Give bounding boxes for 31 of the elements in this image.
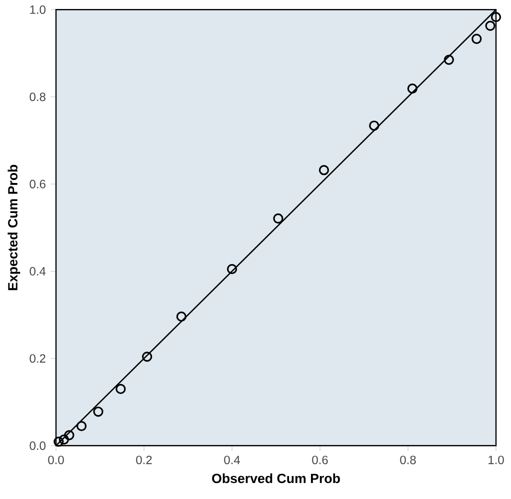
- point: [116, 384, 126, 394]
- x-tick-label: 0.8: [400, 456, 416, 464]
- y-tick-label: 0.2: [30, 354, 46, 363]
- point: [407, 84, 418, 94]
- x-tick-label: 1.0: [488, 456, 504, 464]
- point: [318, 165, 330, 176]
- point: [93, 406, 104, 417]
- y-tick-label: 0.8: [30, 92, 46, 102]
- y-tick-label: 1.0: [30, 5, 46, 14]
- x-tick-label: 0.4: [224, 456, 240, 464]
- point: [58, 434, 69, 445]
- y-tick-label: 0.4: [30, 267, 46, 276]
- point: [176, 312, 186, 322]
- point: [76, 420, 87, 432]
- point: [64, 430, 74, 440]
- point: [54, 436, 64, 447]
- point: [472, 34, 482, 44]
- point: [226, 264, 238, 274]
- x-tick-label: 0.6: [312, 456, 328, 464]
- x-tick-label: 0.2: [136, 456, 152, 464]
- point: [142, 352, 152, 362]
- point: [490, 12, 502, 22]
- y-axis-title: Expected Cum Prob: [8, 164, 20, 290]
- y-tick-label: 0.0: [30, 441, 46, 450]
- x-axis-title: Observed Cum Prob: [212, 473, 340, 484]
- point: [369, 120, 380, 131]
- point: [273, 213, 284, 224]
- x-tick-label: 0.0: [48, 456, 64, 464]
- point: [485, 20, 496, 31]
- point: [444, 54, 454, 65]
- y-tick-label: 0.6: [30, 180, 46, 188]
